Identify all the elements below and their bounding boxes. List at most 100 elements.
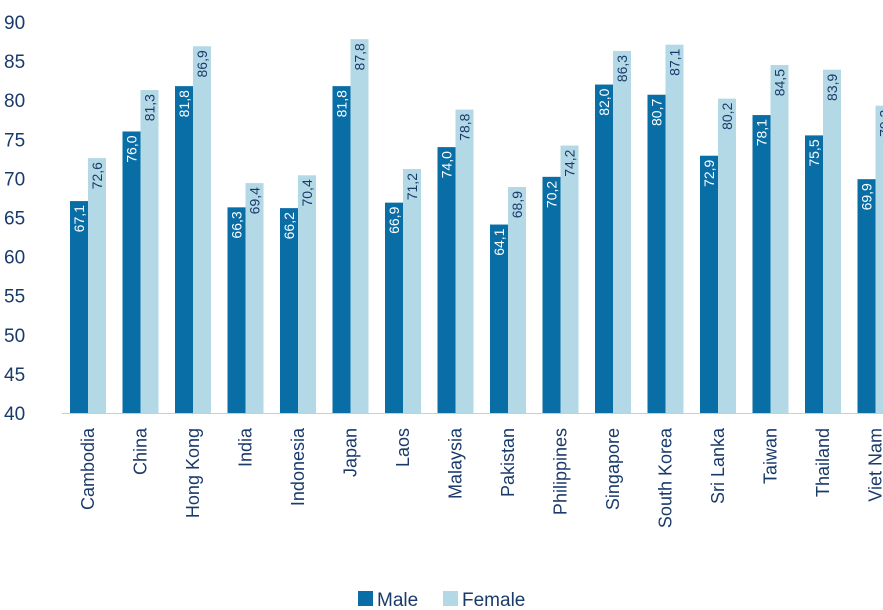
bar-male [857,179,876,413]
bar-value-label: 86,3 [614,55,630,82]
bar-male [805,135,823,413]
bar-value-label: 78,1 [754,119,770,146]
bar-female [193,46,211,413]
bar-value-label: 66,9 [386,206,402,233]
x-category-label: Thailand [813,428,833,497]
bar-female [298,175,316,413]
bar-male [332,86,351,414]
bar-value-label: 72,6 [89,162,105,189]
y-tick-label: 70 [4,169,25,190]
bar-male [122,131,141,414]
y-tick-label: 80 [4,91,25,112]
bar-value-label: 70,4 [299,179,315,206]
legend-label-female: Female [462,590,525,610]
bar-value-label: 87,8 [352,43,368,70]
x-category-label: Hong Kong [183,428,203,518]
x-category-label: Malaysia [446,427,466,499]
bar-male [647,94,666,413]
bar-value-label: 81,8 [334,90,350,117]
bar-value-label: 64,1 [491,228,507,255]
x-category-label: Laos [393,428,413,467]
bar-female [508,187,526,413]
bar-male [70,201,88,413]
y-tick-label: 55 [4,287,25,308]
bar-male [437,147,456,413]
bar-value-label: 84,5 [772,69,788,96]
bar-value-label: 76,0 [124,135,140,162]
x-category-label: India [236,427,256,467]
x-category-label: China [131,427,151,475]
bar-value-label: 69,4 [247,187,263,214]
bar-female [88,158,106,413]
legend-swatch-female [443,591,458,606]
bar-female [140,90,159,413]
bar-male [227,207,246,413]
bar-female [718,98,736,414]
bar-male [175,86,193,414]
bar-value-label: 80,2 [719,102,735,129]
x-category-label: Philippines [551,428,571,515]
bar-value-label: 75,5 [806,139,822,166]
y-axis: 40 45 50 55 60 65 70 75 80 85 90 [4,13,883,425]
bar-value-label: 68,9 [509,191,525,218]
x-category-label: Pakistan [498,428,518,497]
bar-female [350,39,369,413]
x-category-label: Japan [341,428,361,477]
x-category-label: Singapore [603,428,623,510]
bar-value-label: 66,2 [281,212,297,239]
bar-value-label: 72,9 [701,160,717,187]
bar-male [700,155,718,414]
bar-value-label: 74,0 [439,151,455,178]
y-tick-label: 75 [4,130,25,151]
y-tick-label: 40 [4,404,25,425]
legend-label-male: Male [377,590,418,610]
bar-value-label: 87,1 [667,48,683,75]
bar-value-label: 69,9 [859,183,875,210]
x-axis: Cambodia China Hong Kong India Indonesia Japa… [78,427,883,528]
bar-value-label: 74,2 [562,149,578,176]
bar-value-label: 66,3 [229,211,245,238]
bars: 67,172,676,081,3 81,886,966,369,466,270,4… [70,39,883,414]
bar-value-label: 70,2 [544,181,560,208]
bar-female [770,65,789,413]
bar-value-label: 80,7 [649,99,665,126]
bar-value-label: 78,8 [457,113,473,140]
bar-female [613,50,631,414]
bar-male [595,84,613,413]
legend: Male Female [358,590,525,610]
bar-value-label: 86,9 [194,50,210,77]
bar-value-label: 83,9 [824,73,840,100]
x-category-label: South Korea [656,427,676,528]
bar-female [455,109,474,414]
bar-male [490,224,508,413]
bar-male [280,208,298,413]
bar-female [403,169,421,413]
x-category-label: Viet Nam [866,428,883,502]
bar-value-label: 81,3 [142,94,158,121]
bar-male [752,115,771,414]
bar-female [875,105,883,413]
bar-female [665,44,684,413]
bar-female [823,69,841,414]
bar-value-label: 82,0 [596,88,612,115]
y-tick-label: 45 [4,365,25,386]
bar-value-label: 67,1 [71,205,87,232]
y-tick-label: 50 [4,326,25,347]
x-category-label: Indonesia [288,427,308,506]
x-category-label: Cambodia [78,427,98,510]
legend-swatch-male [358,591,373,606]
bar-female [560,145,579,413]
bar-value-label: 71,2 [404,173,420,200]
bar-male [542,176,561,413]
bar-male [385,202,403,413]
y-tick-label: 90 [4,13,25,34]
x-category-label: Sri Lanka [708,427,728,504]
bar-female [245,183,264,413]
y-tick-label: 65 [4,209,25,230]
bar-value-label: 81,8 [176,90,192,117]
y-tick-label: 60 [4,248,25,269]
bar-value-label: 79,3 [877,109,883,136]
x-category-label: Taiwan [761,428,781,484]
y-tick-label: 85 [4,52,25,73]
